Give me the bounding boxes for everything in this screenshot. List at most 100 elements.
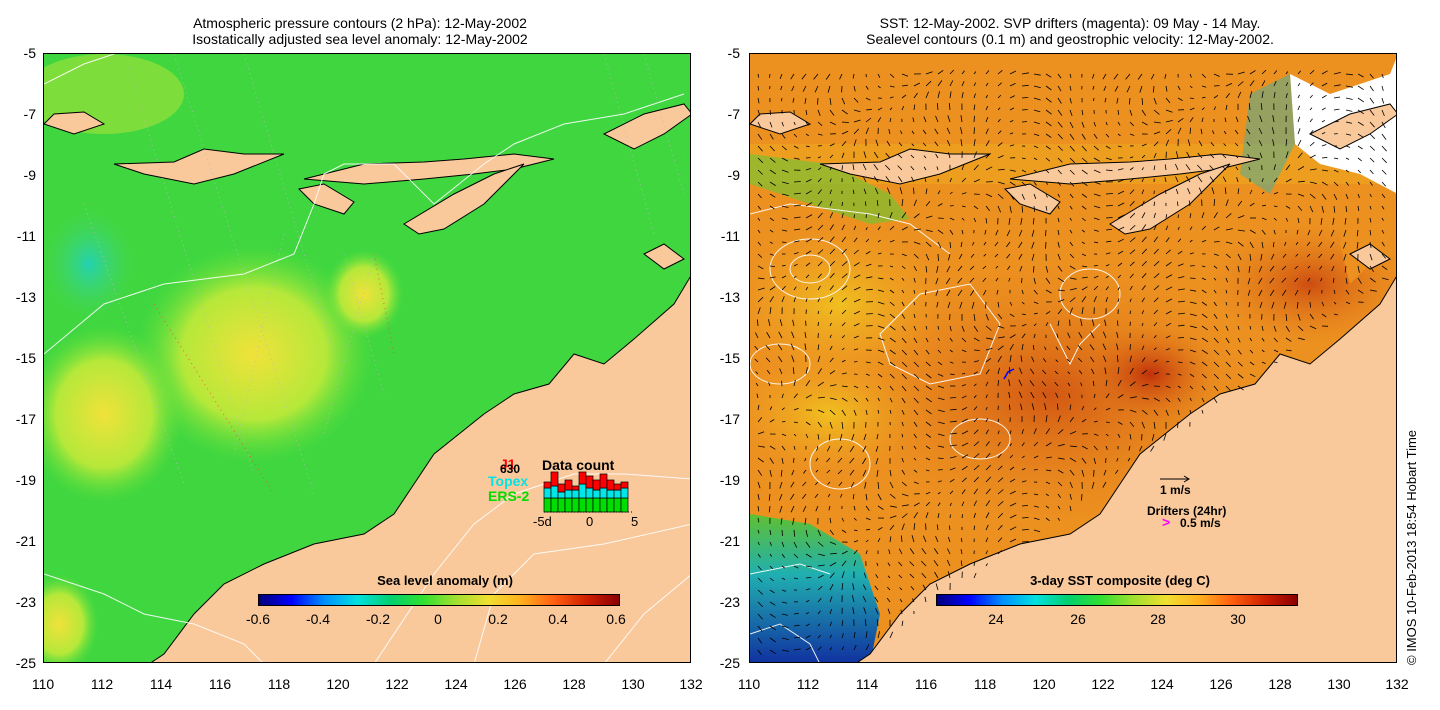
velocity-arrow bbox=[1153, 309, 1158, 315]
velocity-arrow bbox=[1153, 97, 1157, 105]
velocity-arrow bbox=[960, 241, 963, 248]
velocity-arrow bbox=[804, 457, 807, 462]
velocity-arrow bbox=[876, 469, 879, 477]
velocity-arrow bbox=[1093, 265, 1098, 267]
velocity-arrow bbox=[865, 238, 870, 243]
velocity-arrow bbox=[1033, 428, 1037, 435]
velocity-arrow bbox=[1141, 297, 1145, 303]
velocity-arrow bbox=[901, 361, 908, 368]
right-x-label: 124 bbox=[1150, 676, 1174, 692]
velocity-arrow bbox=[865, 361, 871, 364]
velocity-arrow bbox=[1129, 396, 1137, 399]
velocity-arrow bbox=[1189, 85, 1193, 89]
velocity-arrow bbox=[997, 355, 1002, 363]
velocity-arrow bbox=[1285, 337, 1292, 342]
velocity-arrow bbox=[1033, 85, 1041, 89]
velocity-arrow bbox=[1381, 241, 1385, 247]
velocity-arrow bbox=[1009, 404, 1011, 411]
velocity-arrow bbox=[1369, 217, 1372, 223]
velocity-arrow bbox=[985, 464, 991, 471]
velocity-arrow bbox=[1248, 301, 1251, 308]
velocity-arrow bbox=[1057, 403, 1059, 411]
velocity-arrow bbox=[1285, 178, 1292, 183]
velocity-arrow bbox=[973, 417, 978, 423]
velocity-arrow bbox=[1381, 157, 1387, 164]
velocity-arrow bbox=[1165, 139, 1169, 147]
velocity-arrow bbox=[969, 265, 975, 271]
data-count-histogram bbox=[543, 471, 632, 513]
velocity-arrow bbox=[1165, 335, 1171, 339]
velocity-arrow bbox=[889, 325, 896, 331]
velocity-arrow bbox=[910, 154, 915, 159]
velocity-arrow bbox=[781, 421, 786, 423]
velocity-arrow bbox=[973, 512, 976, 519]
velocity-arrow bbox=[875, 457, 879, 465]
velocity-arrow bbox=[973, 325, 979, 332]
velocity-arrow bbox=[1057, 145, 1063, 151]
velocity-arrow bbox=[1033, 517, 1040, 520]
velocity-arrow bbox=[1213, 397, 1218, 404]
velocity-arrow bbox=[911, 130, 915, 135]
velocity-arrow bbox=[1081, 418, 1087, 423]
velocity-arrow bbox=[853, 540, 859, 543]
velocity-arrow bbox=[886, 187, 891, 195]
velocity-arrow bbox=[985, 166, 993, 171]
velocity-arrow bbox=[1150, 445, 1155, 452]
velocity-arrow bbox=[1381, 109, 1385, 117]
velocity-arrow bbox=[1044, 403, 1047, 411]
velocity-arrow bbox=[1185, 164, 1191, 171]
velocity-arrow bbox=[1201, 385, 1206, 391]
velocity-arrow bbox=[1009, 490, 1016, 495]
velocity-arrow bbox=[935, 289, 939, 296]
velocity-arrow bbox=[1281, 265, 1287, 271]
velocity-arrow bbox=[768, 382, 771, 387]
velocity-arrow bbox=[1069, 97, 1072, 104]
velocity-arrow bbox=[1069, 253, 1075, 259]
velocity-arrow bbox=[1081, 157, 1088, 163]
velocity-arrow bbox=[901, 385, 907, 392]
velocity-arrow bbox=[1177, 238, 1182, 243]
velocity-arrow bbox=[1357, 277, 1362, 284]
velocity-arrow bbox=[1177, 117, 1184, 123]
velocity-arrow bbox=[946, 265, 951, 273]
velocity-arrow bbox=[985, 537, 989, 543]
velocity-arrow bbox=[1273, 349, 1279, 353]
velocity-arrow bbox=[1093, 193, 1101, 197]
velocity-arrow bbox=[1105, 229, 1113, 231]
right-title-line1: SST: 12-May-2002. SVP drifters (magenta)… bbox=[879, 15, 1261, 31]
velocity-arrow bbox=[1273, 325, 1277, 332]
velocity-arrow bbox=[1032, 344, 1035, 351]
velocity-arrow bbox=[876, 562, 879, 567]
velocity-arrow bbox=[957, 265, 963, 272]
velocity-arrow bbox=[909, 573, 915, 579]
velocity-arrow bbox=[862, 163, 867, 171]
velocity-arrow bbox=[1093, 407, 1097, 411]
velocity-arrow bbox=[1102, 343, 1107, 351]
velocity-arrow bbox=[997, 524, 1003, 531]
velocity-arrow bbox=[1357, 193, 1360, 198]
velocity-arrow bbox=[1381, 253, 1387, 259]
velocity-arrow bbox=[769, 469, 772, 477]
velocity-arrow bbox=[1258, 265, 1263, 273]
velocity-arrow bbox=[768, 319, 771, 327]
velocity-arrow bbox=[1309, 313, 1314, 320]
velocity-arrow bbox=[778, 331, 783, 339]
velocity-arrow bbox=[985, 205, 991, 212]
velocity-arrow bbox=[1153, 153, 1157, 159]
velocity-arrow bbox=[925, 349, 930, 355]
velocity-arrow bbox=[957, 289, 963, 297]
velocity-arrow bbox=[793, 121, 796, 126]
velocity-arrow bbox=[1105, 217, 1113, 219]
velocity-arrow bbox=[1081, 217, 1086, 222]
velocity-arrow bbox=[1213, 313, 1218, 319]
velocity-arrow bbox=[1234, 129, 1239, 135]
velocity-arrow bbox=[1225, 325, 1229, 331]
velocity-arrow bbox=[1223, 130, 1227, 135]
velocity-arrow bbox=[1356, 229, 1359, 237]
velocity-arrow bbox=[1102, 331, 1107, 339]
velocity-arrow bbox=[1031, 403, 1035, 411]
velocity-arrow bbox=[889, 107, 893, 111]
velocity-arrow bbox=[841, 152, 845, 159]
velocity-arrow bbox=[1248, 166, 1251, 171]
velocity-arrow bbox=[757, 97, 760, 104]
